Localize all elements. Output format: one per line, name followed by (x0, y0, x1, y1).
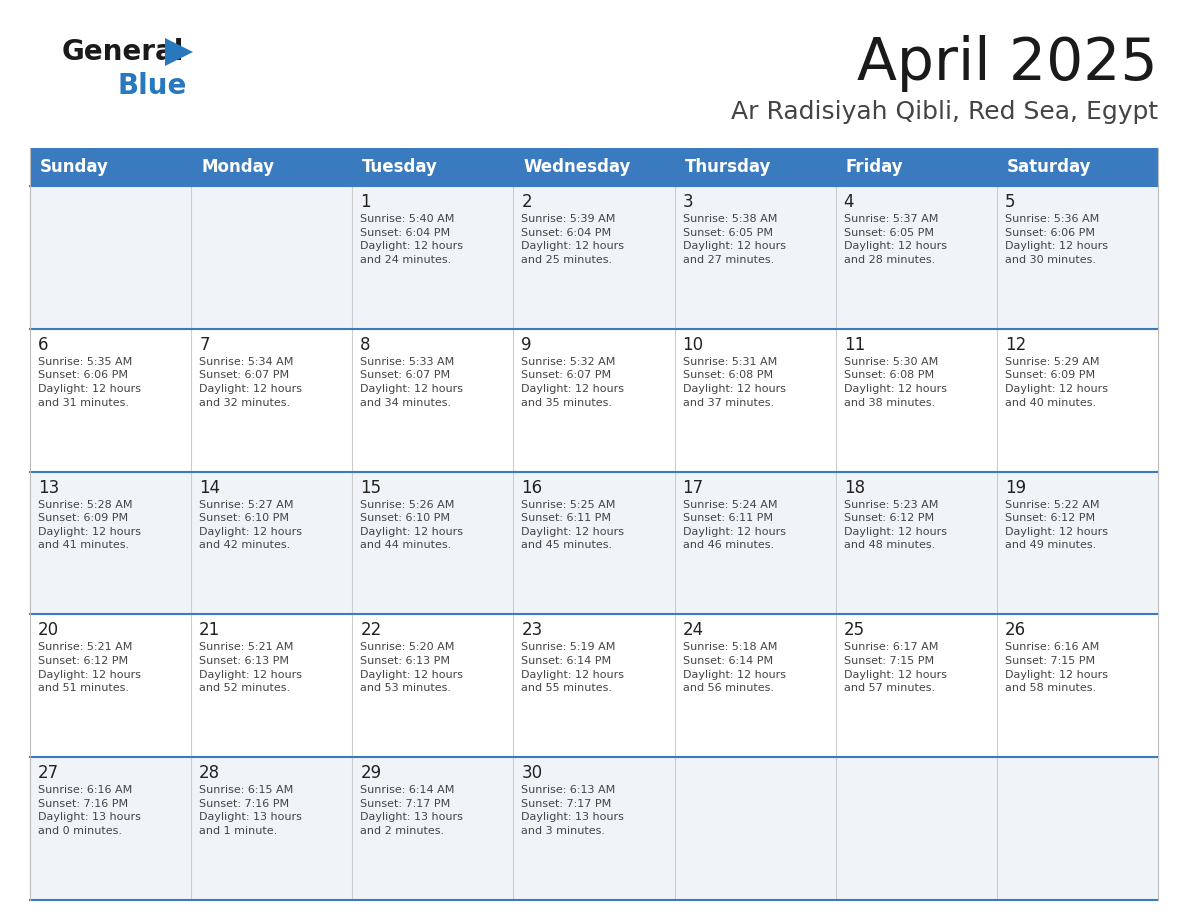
Text: Sunrise: 5:40 AM
Sunset: 6:04 PM
Daylight: 12 hours
and 24 minutes.: Sunrise: 5:40 AM Sunset: 6:04 PM Dayligh… (360, 214, 463, 264)
Text: 23: 23 (522, 621, 543, 640)
Text: Sunrise: 6:17 AM
Sunset: 7:15 PM
Daylight: 12 hours
and 57 minutes.: Sunrise: 6:17 AM Sunset: 7:15 PM Dayligh… (843, 643, 947, 693)
Text: 3: 3 (683, 193, 693, 211)
Text: Sunrise: 5:28 AM
Sunset: 6:09 PM
Daylight: 12 hours
and 41 minutes.: Sunrise: 5:28 AM Sunset: 6:09 PM Dayligh… (38, 499, 141, 551)
Text: Blue: Blue (118, 72, 188, 100)
Text: 16: 16 (522, 478, 543, 497)
Text: Sunrise: 5:29 AM
Sunset: 6:09 PM
Daylight: 12 hours
and 40 minutes.: Sunrise: 5:29 AM Sunset: 6:09 PM Dayligh… (1005, 357, 1108, 408)
Text: Sunrise: 5:35 AM
Sunset: 6:06 PM
Daylight: 12 hours
and 31 minutes.: Sunrise: 5:35 AM Sunset: 6:06 PM Dayligh… (38, 357, 141, 408)
Text: Sunday: Sunday (40, 158, 109, 176)
Text: Friday: Friday (846, 158, 903, 176)
Text: Sunrise: 5:21 AM
Sunset: 6:12 PM
Daylight: 12 hours
and 51 minutes.: Sunrise: 5:21 AM Sunset: 6:12 PM Dayligh… (38, 643, 141, 693)
Text: 14: 14 (200, 478, 220, 497)
Text: Sunrise: 5:18 AM
Sunset: 6:14 PM
Daylight: 12 hours
and 56 minutes.: Sunrise: 5:18 AM Sunset: 6:14 PM Dayligh… (683, 643, 785, 693)
Text: 24: 24 (683, 621, 703, 640)
Text: Sunrise: 5:23 AM
Sunset: 6:12 PM
Daylight: 12 hours
and 48 minutes.: Sunrise: 5:23 AM Sunset: 6:12 PM Dayligh… (843, 499, 947, 551)
Bar (513, 148, 675, 186)
Text: Saturday: Saturday (1007, 158, 1092, 176)
Text: 12: 12 (1005, 336, 1026, 353)
Text: 30: 30 (522, 764, 543, 782)
Bar (30, 186, 1158, 329)
Text: General: General (62, 38, 184, 66)
Text: Monday: Monday (201, 158, 274, 176)
Text: Sunrise: 5:39 AM
Sunset: 6:04 PM
Daylight: 12 hours
and 25 minutes.: Sunrise: 5:39 AM Sunset: 6:04 PM Dayligh… (522, 214, 625, 264)
Text: Sunrise: 6:14 AM
Sunset: 7:17 PM
Daylight: 13 hours
and 2 minutes.: Sunrise: 6:14 AM Sunset: 7:17 PM Dayligh… (360, 785, 463, 836)
Text: 20: 20 (38, 621, 59, 640)
Text: 1: 1 (360, 193, 371, 211)
Text: Sunrise: 5:36 AM
Sunset: 6:06 PM
Daylight: 12 hours
and 30 minutes.: Sunrise: 5:36 AM Sunset: 6:06 PM Dayligh… (1005, 214, 1108, 264)
Text: Sunrise: 5:20 AM
Sunset: 6:13 PM
Daylight: 12 hours
and 53 minutes.: Sunrise: 5:20 AM Sunset: 6:13 PM Dayligh… (360, 643, 463, 693)
Text: 29: 29 (360, 764, 381, 782)
Text: 19: 19 (1005, 478, 1026, 497)
Text: Sunrise: 5:25 AM
Sunset: 6:11 PM
Daylight: 12 hours
and 45 minutes.: Sunrise: 5:25 AM Sunset: 6:11 PM Dayligh… (522, 499, 625, 551)
Text: Sunrise: 5:31 AM
Sunset: 6:08 PM
Daylight: 12 hours
and 37 minutes.: Sunrise: 5:31 AM Sunset: 6:08 PM Dayligh… (683, 357, 785, 408)
Text: Sunrise: 5:33 AM
Sunset: 6:07 PM
Daylight: 12 hours
and 34 minutes.: Sunrise: 5:33 AM Sunset: 6:07 PM Dayligh… (360, 357, 463, 408)
Text: 22: 22 (360, 621, 381, 640)
Bar (191, 148, 353, 186)
Text: Sunrise: 6:13 AM
Sunset: 7:17 PM
Daylight: 13 hours
and 3 minutes.: Sunrise: 6:13 AM Sunset: 7:17 PM Dayligh… (522, 785, 625, 836)
Text: Ar Radisiyah Qibli, Red Sea, Egypt: Ar Radisiyah Qibli, Red Sea, Egypt (731, 100, 1158, 124)
Text: Sunrise: 5:34 AM
Sunset: 6:07 PM
Daylight: 12 hours
and 32 minutes.: Sunrise: 5:34 AM Sunset: 6:07 PM Dayligh… (200, 357, 302, 408)
Bar (835, 148, 997, 186)
Text: 8: 8 (360, 336, 371, 353)
Bar (30, 148, 191, 186)
Text: Sunrise: 6:16 AM
Sunset: 7:15 PM
Daylight: 12 hours
and 58 minutes.: Sunrise: 6:16 AM Sunset: 7:15 PM Dayligh… (1005, 643, 1108, 693)
Text: Sunrise: 5:24 AM
Sunset: 6:11 PM
Daylight: 12 hours
and 46 minutes.: Sunrise: 5:24 AM Sunset: 6:11 PM Dayligh… (683, 499, 785, 551)
Bar (30, 329, 1158, 472)
Text: Tuesday: Tuesday (362, 158, 438, 176)
Text: 11: 11 (843, 336, 865, 353)
Text: 6: 6 (38, 336, 49, 353)
Text: 5: 5 (1005, 193, 1016, 211)
Text: 21: 21 (200, 621, 221, 640)
Bar (675, 148, 835, 186)
Text: 26: 26 (1005, 621, 1026, 640)
Text: Sunrise: 5:26 AM
Sunset: 6:10 PM
Daylight: 12 hours
and 44 minutes.: Sunrise: 5:26 AM Sunset: 6:10 PM Dayligh… (360, 499, 463, 551)
Bar (30, 472, 1158, 614)
Text: 28: 28 (200, 764, 220, 782)
Text: Sunrise: 5:32 AM
Sunset: 6:07 PM
Daylight: 12 hours
and 35 minutes.: Sunrise: 5:32 AM Sunset: 6:07 PM Dayligh… (522, 357, 625, 408)
Text: 9: 9 (522, 336, 532, 353)
Text: 15: 15 (360, 478, 381, 497)
Text: Sunrise: 5:38 AM
Sunset: 6:05 PM
Daylight: 12 hours
and 27 minutes.: Sunrise: 5:38 AM Sunset: 6:05 PM Dayligh… (683, 214, 785, 264)
Text: 25: 25 (843, 621, 865, 640)
Text: 4: 4 (843, 193, 854, 211)
Bar (30, 757, 1158, 900)
Polygon shape (165, 38, 192, 66)
Text: Sunrise: 5:30 AM
Sunset: 6:08 PM
Daylight: 12 hours
and 38 minutes.: Sunrise: 5:30 AM Sunset: 6:08 PM Dayligh… (843, 357, 947, 408)
Text: Sunrise: 6:16 AM
Sunset: 7:16 PM
Daylight: 13 hours
and 0 minutes.: Sunrise: 6:16 AM Sunset: 7:16 PM Dayligh… (38, 785, 141, 836)
Text: 2: 2 (522, 193, 532, 211)
Text: Sunrise: 5:22 AM
Sunset: 6:12 PM
Daylight: 12 hours
and 49 minutes.: Sunrise: 5:22 AM Sunset: 6:12 PM Dayligh… (1005, 499, 1108, 551)
Text: April 2025: April 2025 (858, 35, 1158, 92)
Text: 18: 18 (843, 478, 865, 497)
Text: Sunrise: 5:19 AM
Sunset: 6:14 PM
Daylight: 12 hours
and 55 minutes.: Sunrise: 5:19 AM Sunset: 6:14 PM Dayligh… (522, 643, 625, 693)
Text: 17: 17 (683, 478, 703, 497)
Bar (30, 614, 1158, 757)
Text: 13: 13 (38, 478, 59, 497)
Text: Wednesday: Wednesday (524, 158, 631, 176)
Text: Sunrise: 5:21 AM
Sunset: 6:13 PM
Daylight: 12 hours
and 52 minutes.: Sunrise: 5:21 AM Sunset: 6:13 PM Dayligh… (200, 643, 302, 693)
Text: Sunrise: 6:15 AM
Sunset: 7:16 PM
Daylight: 13 hours
and 1 minute.: Sunrise: 6:15 AM Sunset: 7:16 PM Dayligh… (200, 785, 302, 836)
Text: Thursday: Thursday (684, 158, 771, 176)
Bar (353, 148, 513, 186)
Text: Sunrise: 5:27 AM
Sunset: 6:10 PM
Daylight: 12 hours
and 42 minutes.: Sunrise: 5:27 AM Sunset: 6:10 PM Dayligh… (200, 499, 302, 551)
Bar (997, 148, 1158, 186)
Text: 7: 7 (200, 336, 209, 353)
Text: 27: 27 (38, 764, 59, 782)
Text: Sunrise: 5:37 AM
Sunset: 6:05 PM
Daylight: 12 hours
and 28 minutes.: Sunrise: 5:37 AM Sunset: 6:05 PM Dayligh… (843, 214, 947, 264)
Text: 10: 10 (683, 336, 703, 353)
